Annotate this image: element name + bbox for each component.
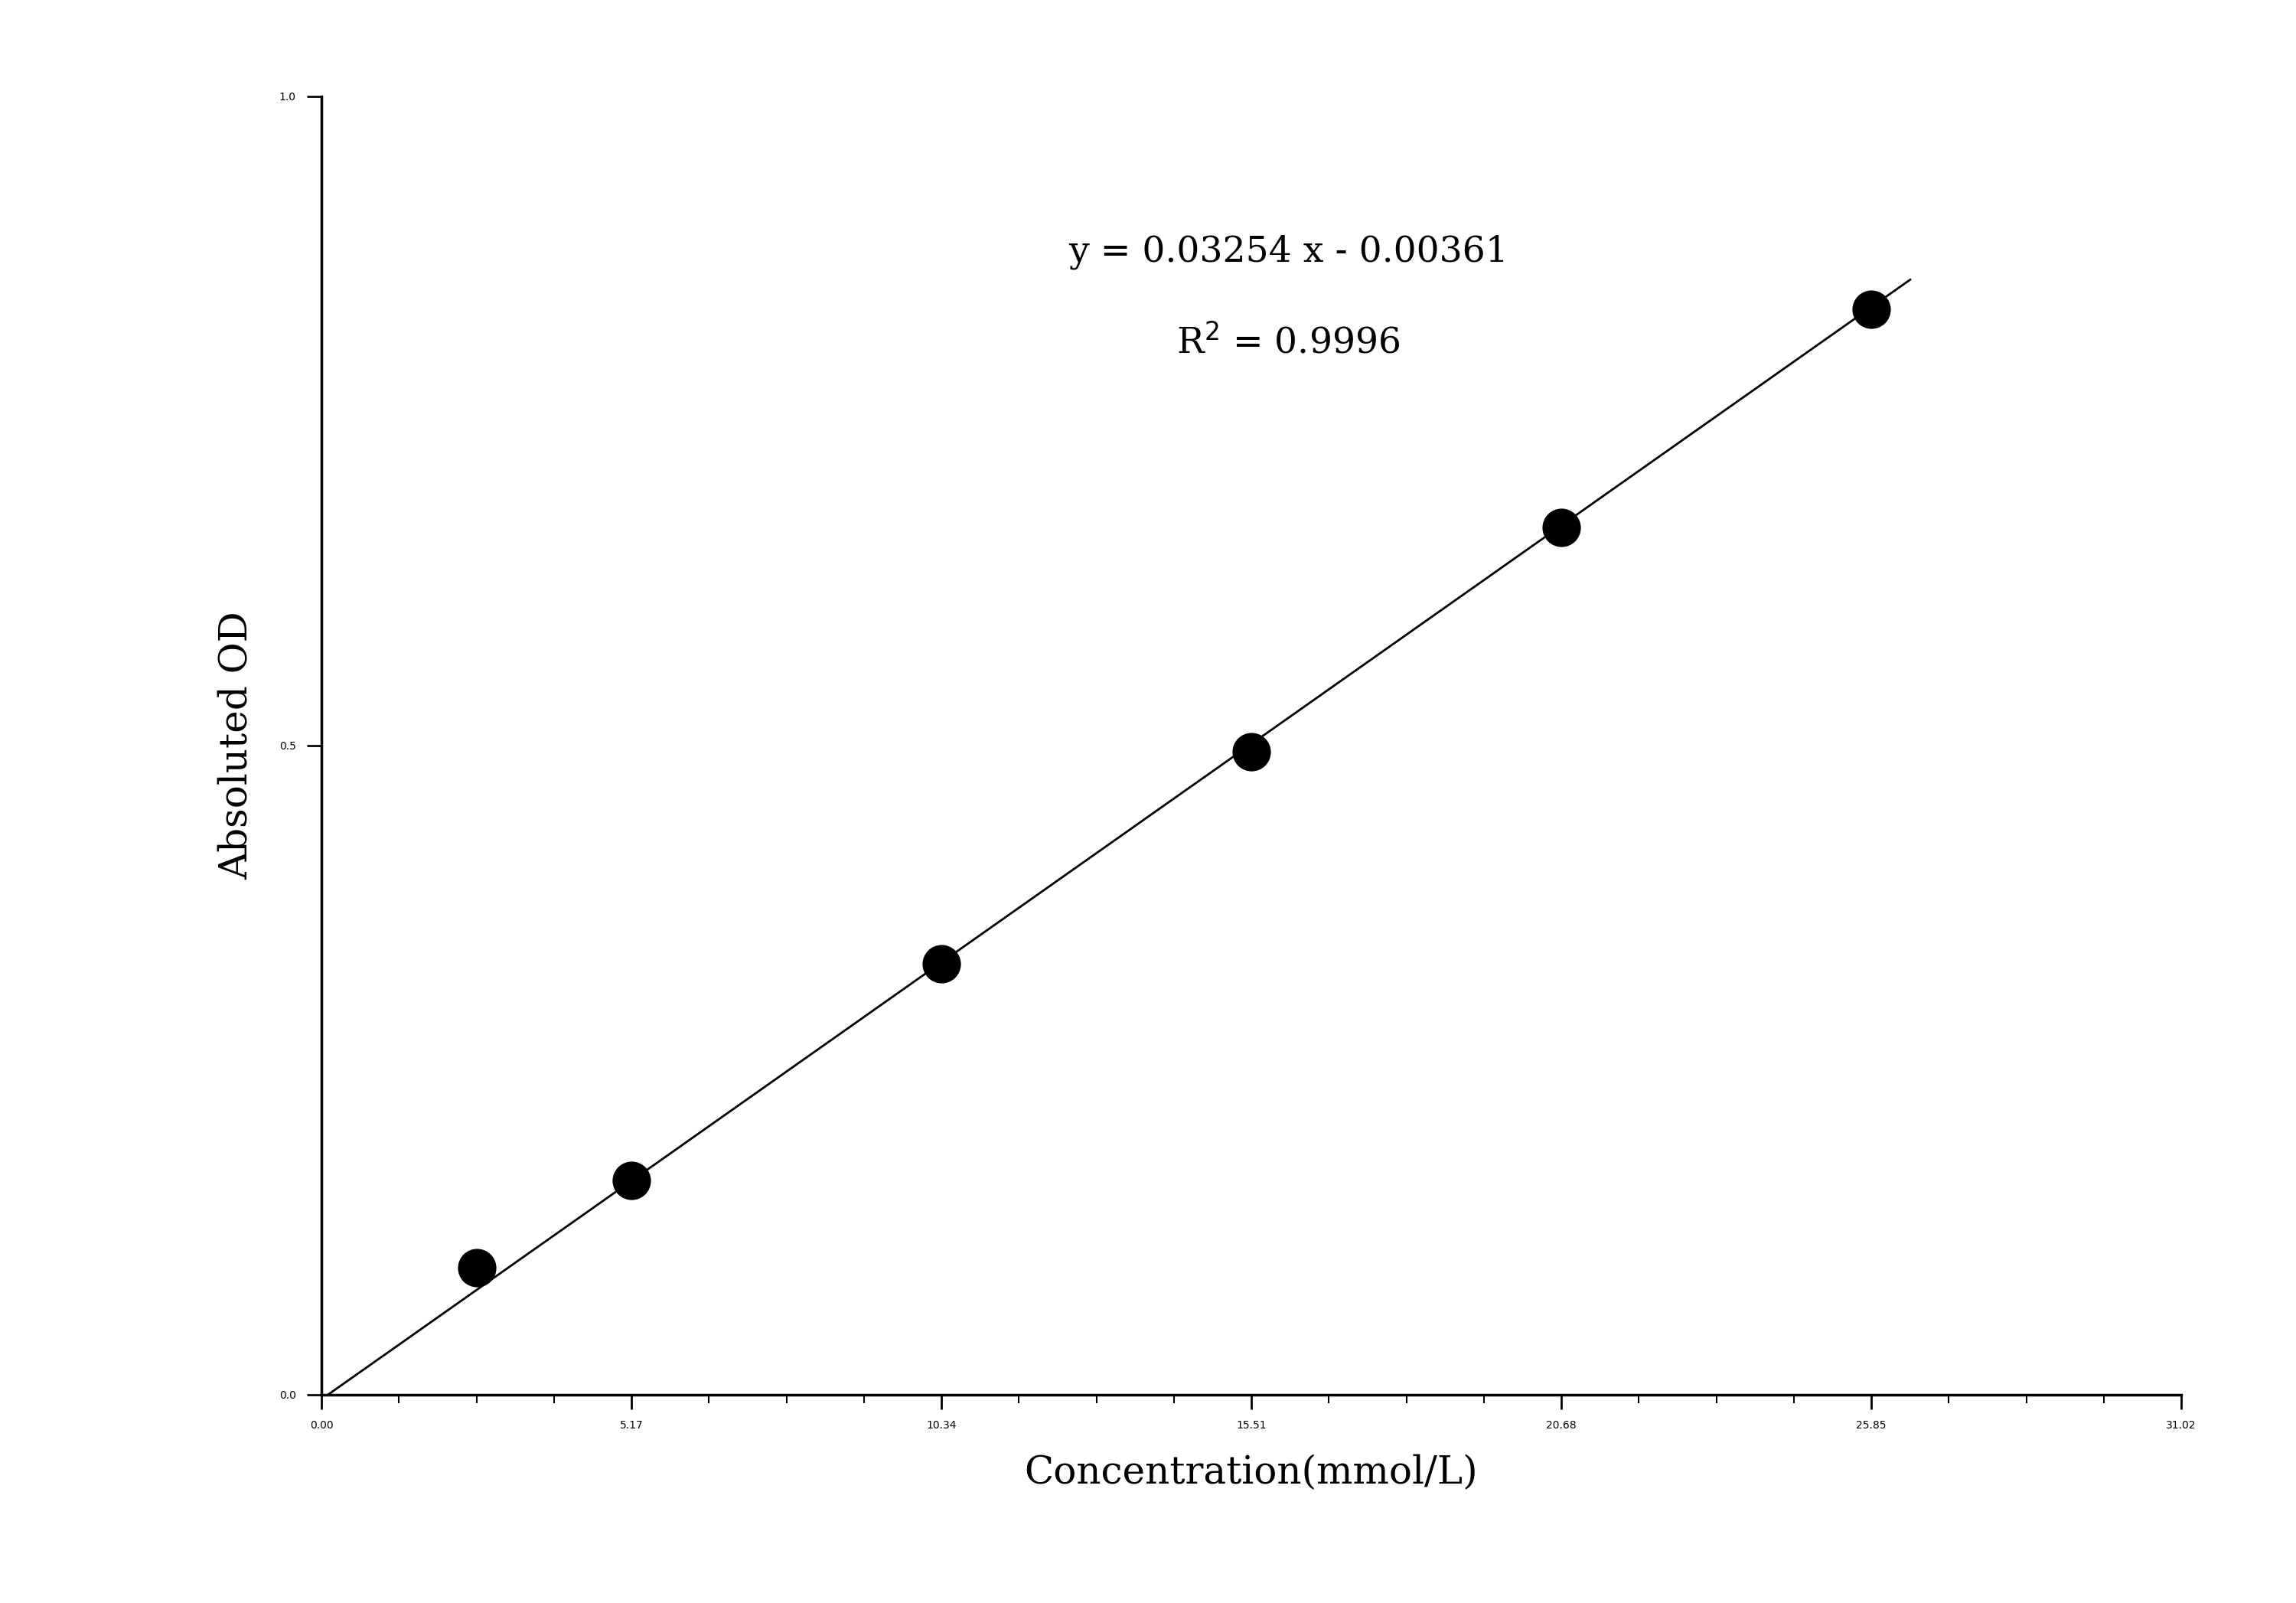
Text: R$^2$ = 0.9996: R$^2$ = 0.9996: [1176, 325, 1401, 361]
Point: [1543, 515, 1580, 540]
Point: [923, 951, 960, 976]
Point: [1853, 297, 1890, 322]
Y-axis label: Absoluted OD: Absoluted OD: [218, 611, 255, 880]
Point: [459, 1255, 496, 1281]
Text: y = 0.03254 x - 0.00361: y = 0.03254 x - 0.00361: [1068, 234, 1508, 269]
Point: [1233, 739, 1270, 765]
X-axis label: Concentration(mmol/L): Concentration(mmol/L): [1024, 1454, 1479, 1492]
Point: [613, 1167, 650, 1193]
